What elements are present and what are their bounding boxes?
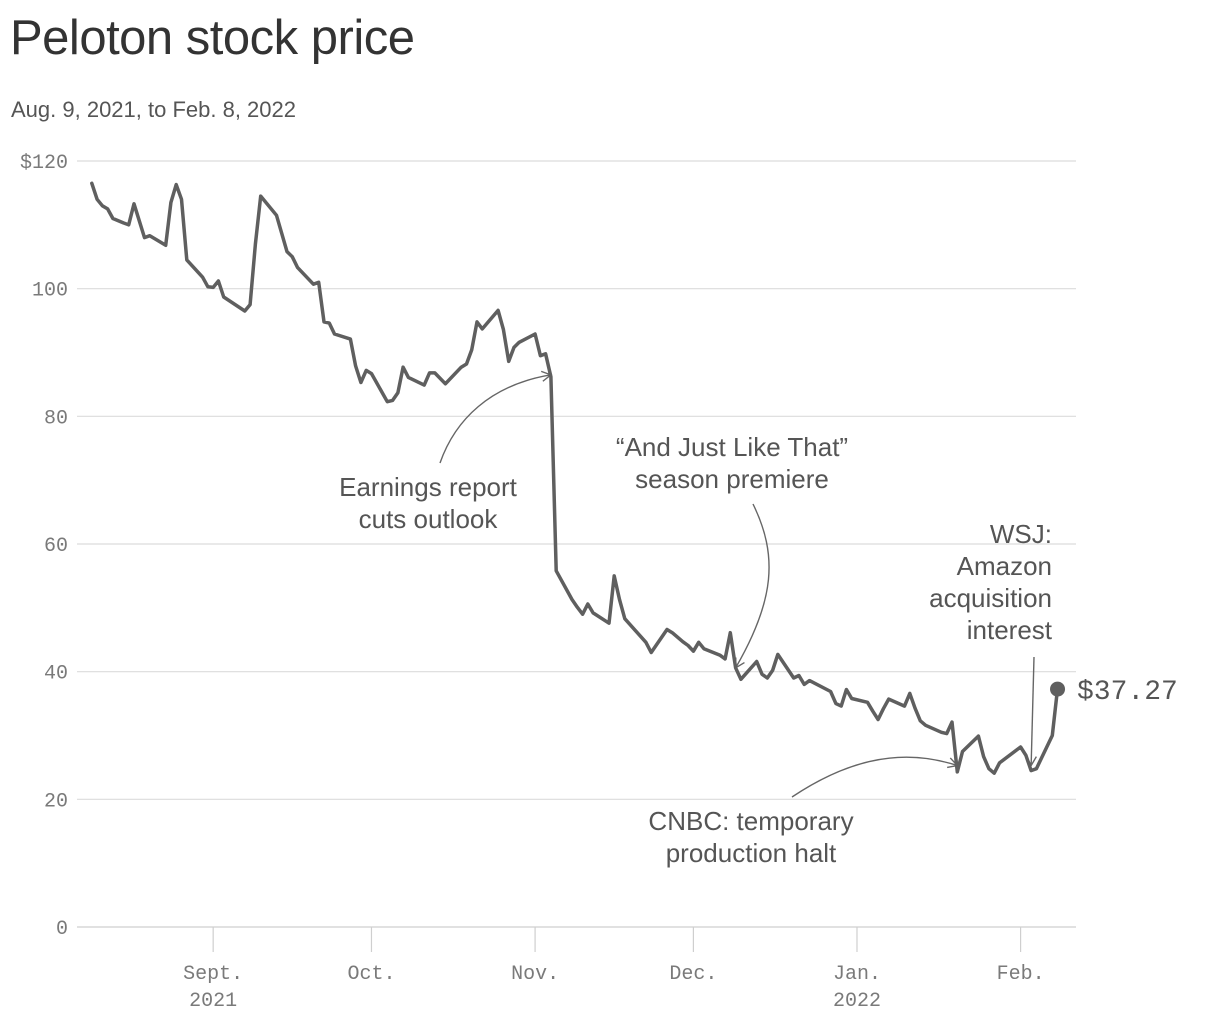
y-tick-label: 40 bbox=[44, 663, 68, 686]
annotation-layer: Earnings report cuts outlook “And Just Lik… bbox=[339, 370, 1053, 868]
annotation-line: Amazon bbox=[957, 551, 1052, 581]
annotation-1-label: Earnings report cuts outlook bbox=[339, 472, 518, 534]
y-tick-label: 100 bbox=[32, 280, 68, 303]
annotation-line: interest bbox=[967, 615, 1053, 645]
y-tick-label: 80 bbox=[44, 407, 68, 430]
y-tick-label: 60 bbox=[44, 535, 68, 558]
price-line-series bbox=[90, 181, 1060, 775]
annotation-line: season premiere bbox=[635, 464, 829, 494]
annotation-line: acquisition bbox=[929, 583, 1052, 613]
annotation-4-label: WSJ: Amazon acquisition interest bbox=[929, 519, 1053, 645]
annotation-3-label: CNBC: temporary production halt bbox=[648, 806, 853, 868]
x-tick-label: Dec. bbox=[669, 963, 717, 986]
annotation-line: CNBC: temporary bbox=[648, 806, 853, 836]
x-tick-label: Nov. bbox=[511, 963, 559, 986]
x-tick-label: Oct. bbox=[347, 963, 395, 986]
axis-layer: 0 20 40 60 80 100 $120 Sept. 2021 Oct. Nov. Dec. Jan… bbox=[20, 152, 1045, 1013]
annotation-line: “And Just Like That” bbox=[616, 432, 848, 462]
annotation-line: WSJ: bbox=[990, 519, 1052, 549]
end-point-marker bbox=[1050, 681, 1066, 697]
annotation-2-arrow bbox=[734, 503, 770, 670]
y-tick-label: 20 bbox=[44, 790, 68, 813]
series-layer: $37.27 bbox=[90, 181, 1178, 775]
y-tick-label: $120 bbox=[20, 152, 68, 175]
chart-title: Peloton stock price bbox=[10, 11, 415, 65]
x-tick-year-label: 2021 bbox=[189, 990, 237, 1013]
annotation-1-arrow bbox=[439, 370, 553, 464]
end-value-label: $37.27 bbox=[1077, 677, 1178, 708]
x-tick-label: Sept. bbox=[183, 963, 243, 986]
x-tick-label: Jan. bbox=[833, 963, 881, 986]
annotation-line: cuts outlook bbox=[359, 504, 499, 534]
annotation-4-arrow bbox=[1025, 656, 1037, 767]
y-tick-label: 0 bbox=[56, 918, 68, 941]
grid-layer bbox=[77, 160, 1076, 952]
annotation-3-arrow bbox=[791, 756, 959, 798]
chart-subtitle: Aug. 9, 2021, to Feb. 8, 2022 bbox=[11, 97, 296, 122]
x-tick-label: Feb. bbox=[997, 963, 1045, 986]
annotation-line: production halt bbox=[666, 838, 837, 868]
annotation-line: Earnings report bbox=[339, 472, 518, 502]
annotation-2-label: “And Just Like That” season premiere bbox=[616, 432, 848, 494]
x-tick-year-label: 2022 bbox=[833, 990, 881, 1013]
